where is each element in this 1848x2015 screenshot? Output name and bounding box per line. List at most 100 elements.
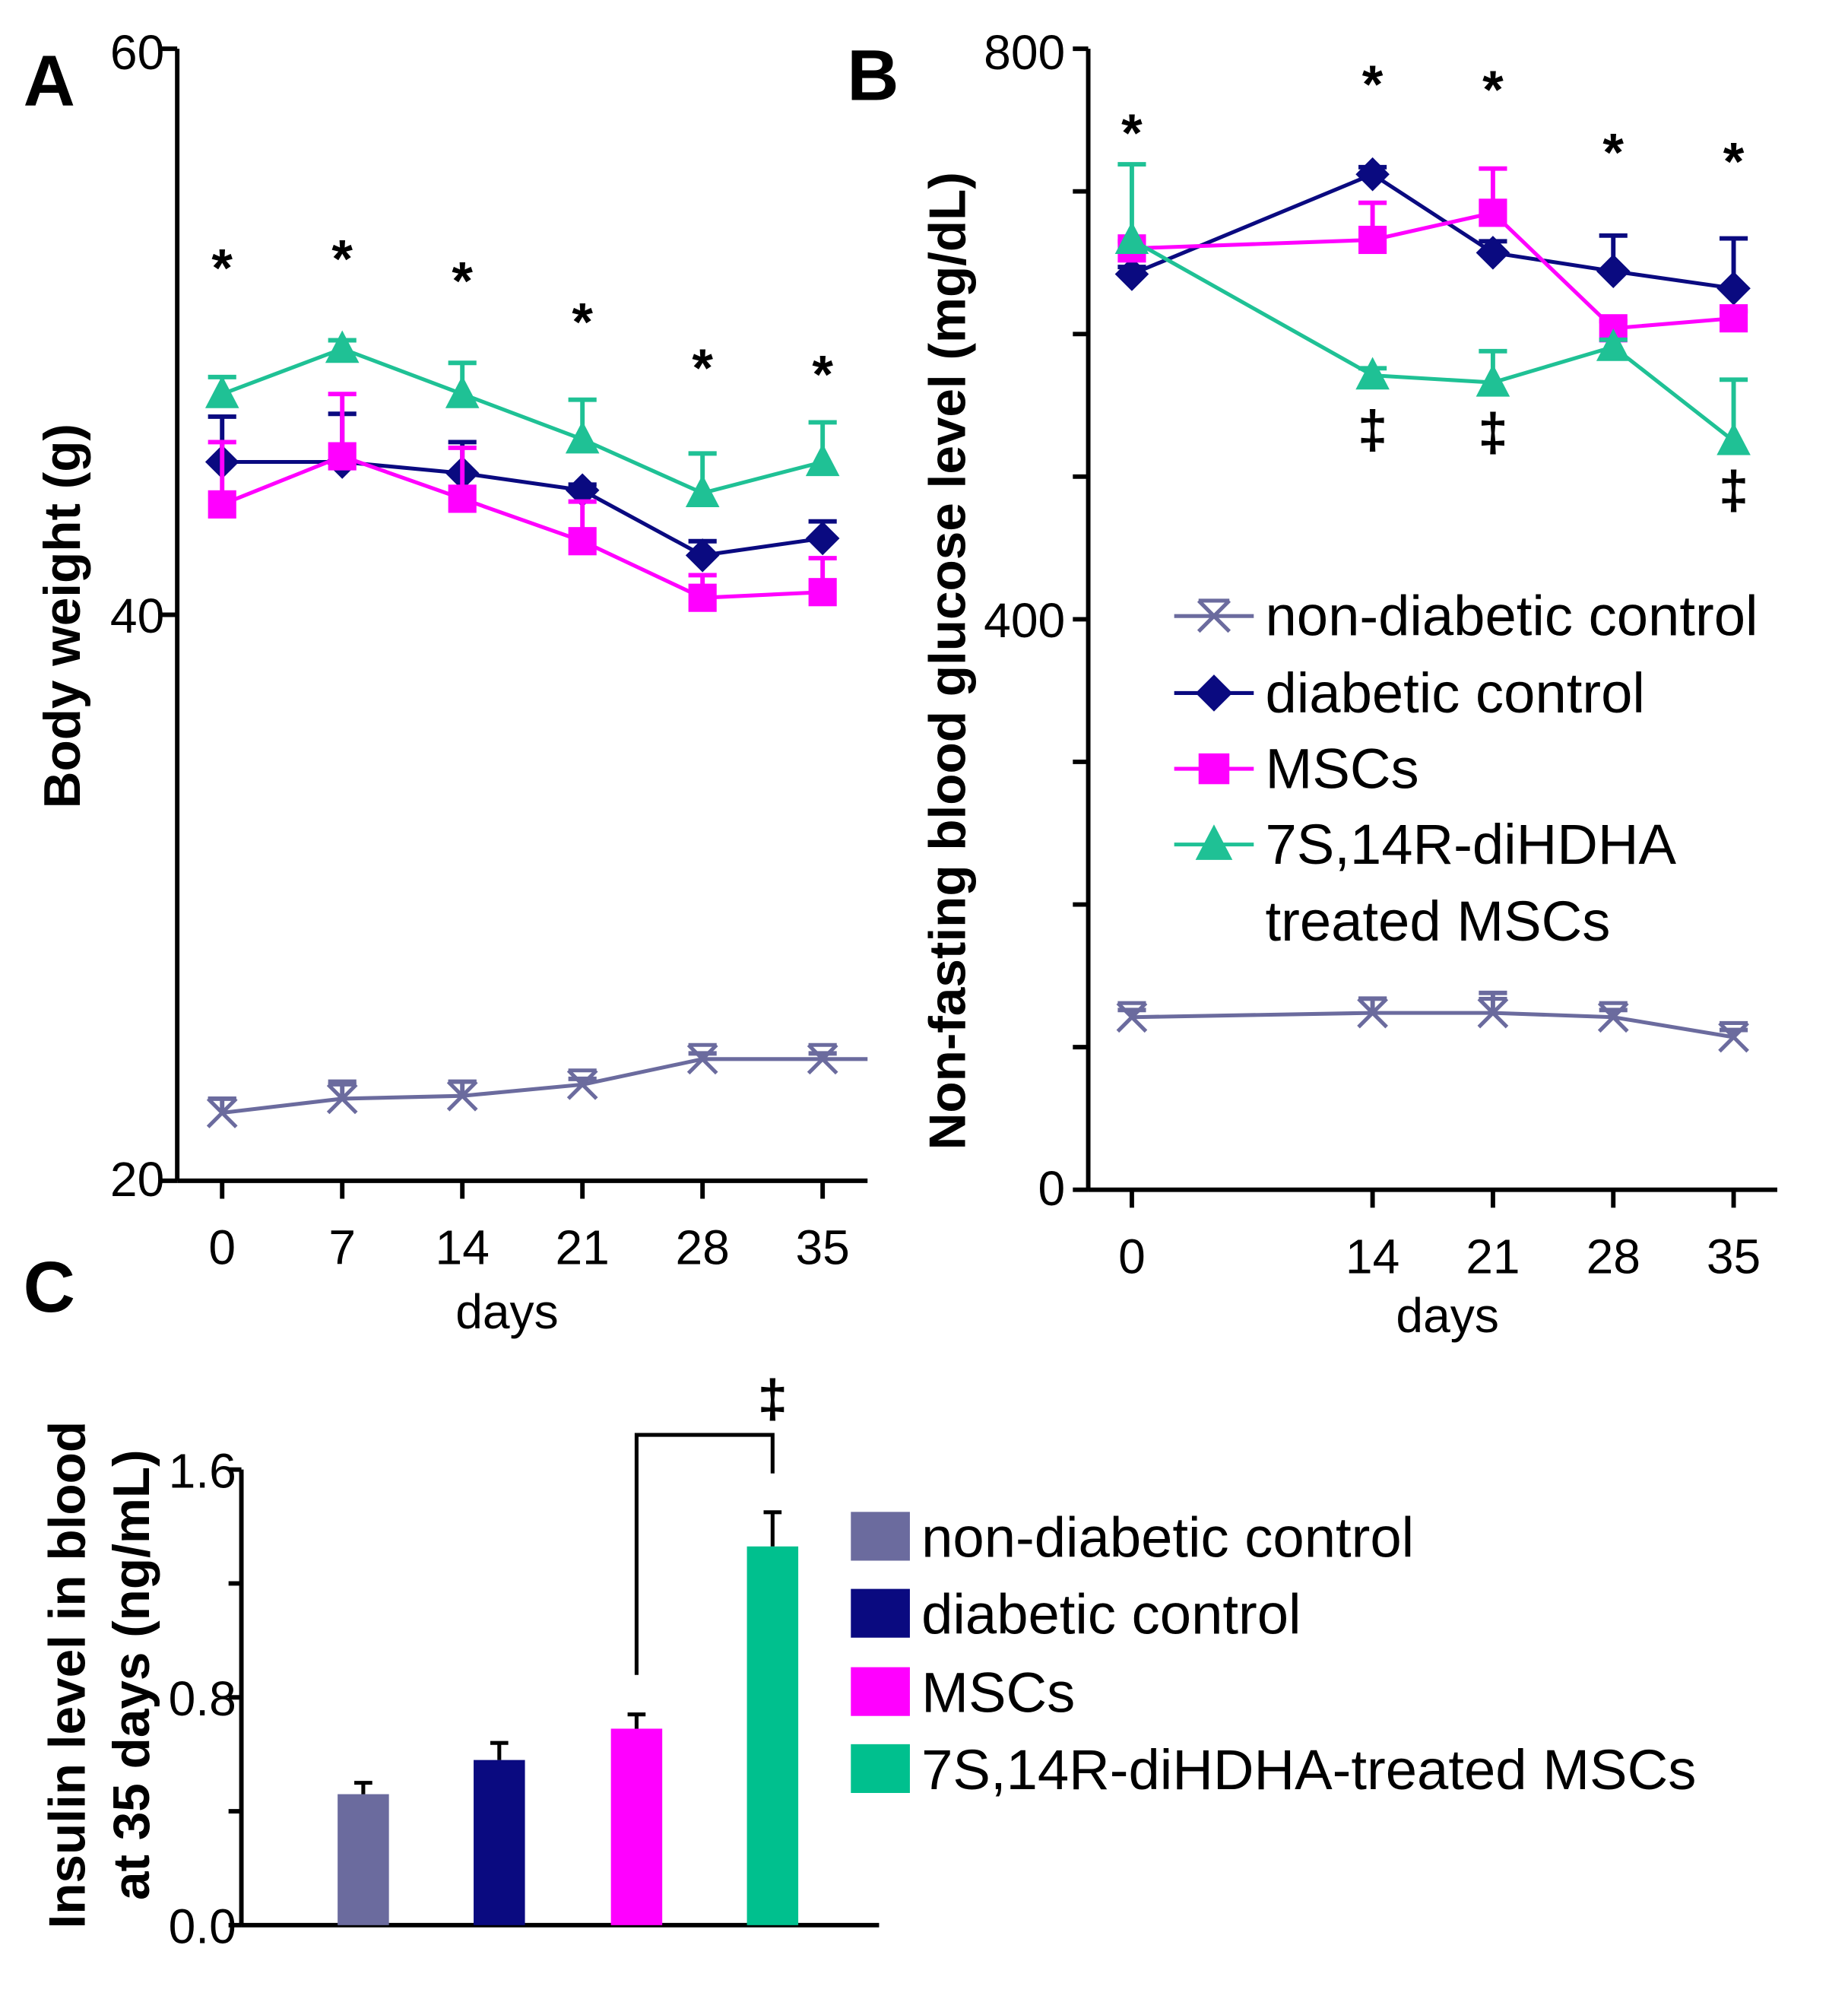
y-axis-label: Non-fasting blood glucose level (mg/dL) [920, 172, 977, 1150]
diamond-marker [805, 521, 840, 556]
legend-label: non-diabetic control [1265, 585, 1758, 648]
x-tick-label: 0 [1118, 1229, 1146, 1284]
legend-item-non_diabetic: non-diabetic control [1174, 585, 1758, 648]
series-line [221, 1057, 868, 1115]
legend-item-mscs: MSCs [851, 1661, 1075, 1725]
triangle-marker [1114, 221, 1149, 255]
significance-asterisk: * [1482, 60, 1504, 120]
panel-label-a: A [24, 40, 75, 121]
square-marker [688, 583, 717, 612]
x-marker [1477, 996, 1509, 1029]
series-non_diabetic [1116, 990, 1749, 1053]
legend-item-treated_bar: 7S,14R-diHDHA-treated MSCs [851, 1738, 1696, 1801]
error-bar [1479, 990, 1507, 1014]
triangle-marker [1716, 422, 1751, 455]
legend-label: non-diabetic control [921, 1506, 1414, 1569]
y-tick-label: 0.0 [169, 1899, 236, 1953]
x-tick-label: 7 [328, 1220, 356, 1275]
x-marker [446, 1080, 478, 1112]
panel-b: 0 400 800 0 14 21 28 35 days Non-fasting blood gl… [920, 25, 1777, 1343]
series-mscs [1117, 166, 1748, 343]
triangle-marker [565, 420, 600, 454]
panel-a: 20 40 60 0 7 14 21 28 35 days Body weight (g) * * * * *… [34, 25, 868, 1339]
diamond-marker [1716, 271, 1751, 306]
triangle-marker [685, 474, 720, 508]
legend-label: 7S,14R-diHDHA [1265, 813, 1676, 876]
legend-label: MSCs [1265, 737, 1418, 800]
x-tick-label: 14 [1346, 1229, 1399, 1284]
significance-asterisk: * [572, 292, 593, 352]
legend-c: non-diabetic control diabetic control MSCs… [851, 1506, 1696, 1801]
series-line [1131, 211, 1734, 331]
significance-asterisk: * [452, 251, 473, 311]
legend-label: 7S,14R-diHDHA-treated MSCs [921, 1738, 1696, 1801]
y-tick-label: 0 [1038, 1161, 1065, 1216]
legend-label: MSCs [921, 1661, 1075, 1725]
series-line [1130, 238, 1735, 443]
square-marker [328, 442, 357, 471]
significance-asterisk: * [1121, 103, 1143, 163]
error-bar [490, 1741, 509, 1760]
diamond-marker [1195, 674, 1233, 712]
series-treated [1114, 162, 1751, 455]
square-marker [1198, 753, 1230, 785]
bar-treated_bar [746, 1546, 799, 1925]
square-marker [208, 490, 236, 519]
panel-label-b: B [847, 36, 899, 116]
y-tick-label: 40 [110, 589, 164, 643]
y-axis-label: at 35 days (ng/mL) [103, 1449, 160, 1900]
x-marker [1718, 1020, 1749, 1053]
error-bar [354, 1781, 372, 1794]
panel-c: 0.0 0.8 1.6 Insulin level in blood at 35 day… [40, 1369, 880, 1953]
x-marker [326, 1082, 358, 1115]
panel-label-c: C [24, 1247, 75, 1328]
x-tick-label: 21 [556, 1220, 610, 1275]
x-marker [566, 1068, 598, 1100]
significance-bracket [634, 1433, 775, 1675]
series-line [221, 346, 823, 496]
legend-item-non_diabetic: non-diabetic control [851, 1506, 1414, 1569]
error-bar [627, 1712, 646, 1729]
triangle-marker [805, 443, 840, 477]
triangle-marker [204, 376, 239, 408]
significance-asterisk: * [812, 344, 833, 405]
square-marker [1719, 304, 1748, 333]
significance-dagger: ‡ [758, 1369, 788, 1429]
significance-dagger: ‡ [1719, 460, 1748, 520]
significance-dagger: ‡ [1358, 400, 1387, 460]
triangle-marker [325, 330, 360, 363]
x-tick-label: 28 [1586, 1229, 1640, 1284]
series-line [222, 459, 823, 557]
square-marker [568, 527, 597, 556]
series-line [1131, 1011, 1734, 1039]
legend-label: diabetic control [1265, 662, 1644, 725]
x-tick-label: 35 [795, 1220, 849, 1275]
significance-asterisk: * [692, 338, 713, 398]
bar-mscs [610, 1728, 663, 1925]
series-non_diabetic [206, 1042, 868, 1128]
significance-asterisk: * [1602, 122, 1624, 182]
diamond-marker [1355, 157, 1390, 192]
triangle-marker [445, 376, 480, 408]
triangle-marker [1195, 824, 1233, 860]
x-marker [1116, 1001, 1148, 1033]
series-treated [204, 330, 840, 508]
significance-asterisk: * [331, 230, 353, 290]
x-marker [807, 1042, 838, 1075]
x-marker [1357, 996, 1388, 1029]
x-marker [1597, 1001, 1629, 1033]
legend-item-mscs: MSCs [1174, 737, 1419, 800]
diamond-marker [685, 538, 720, 573]
square-marker [808, 578, 837, 607]
y-tick-label: 1.6 [169, 1443, 236, 1498]
y-axis-label: Body weight (g) [34, 424, 91, 808]
triangle-marker [1476, 363, 1510, 397]
y-tick-label: 20 [110, 1152, 164, 1207]
bar-non_diabetic [338, 1794, 389, 1925]
series-mscs [208, 392, 837, 612]
diamond-marker [1596, 254, 1631, 289]
y-tick-label: 60 [110, 25, 164, 80]
legend-item-diabetic: diabetic control [1174, 662, 1645, 725]
significance-asterisk: * [211, 238, 233, 298]
